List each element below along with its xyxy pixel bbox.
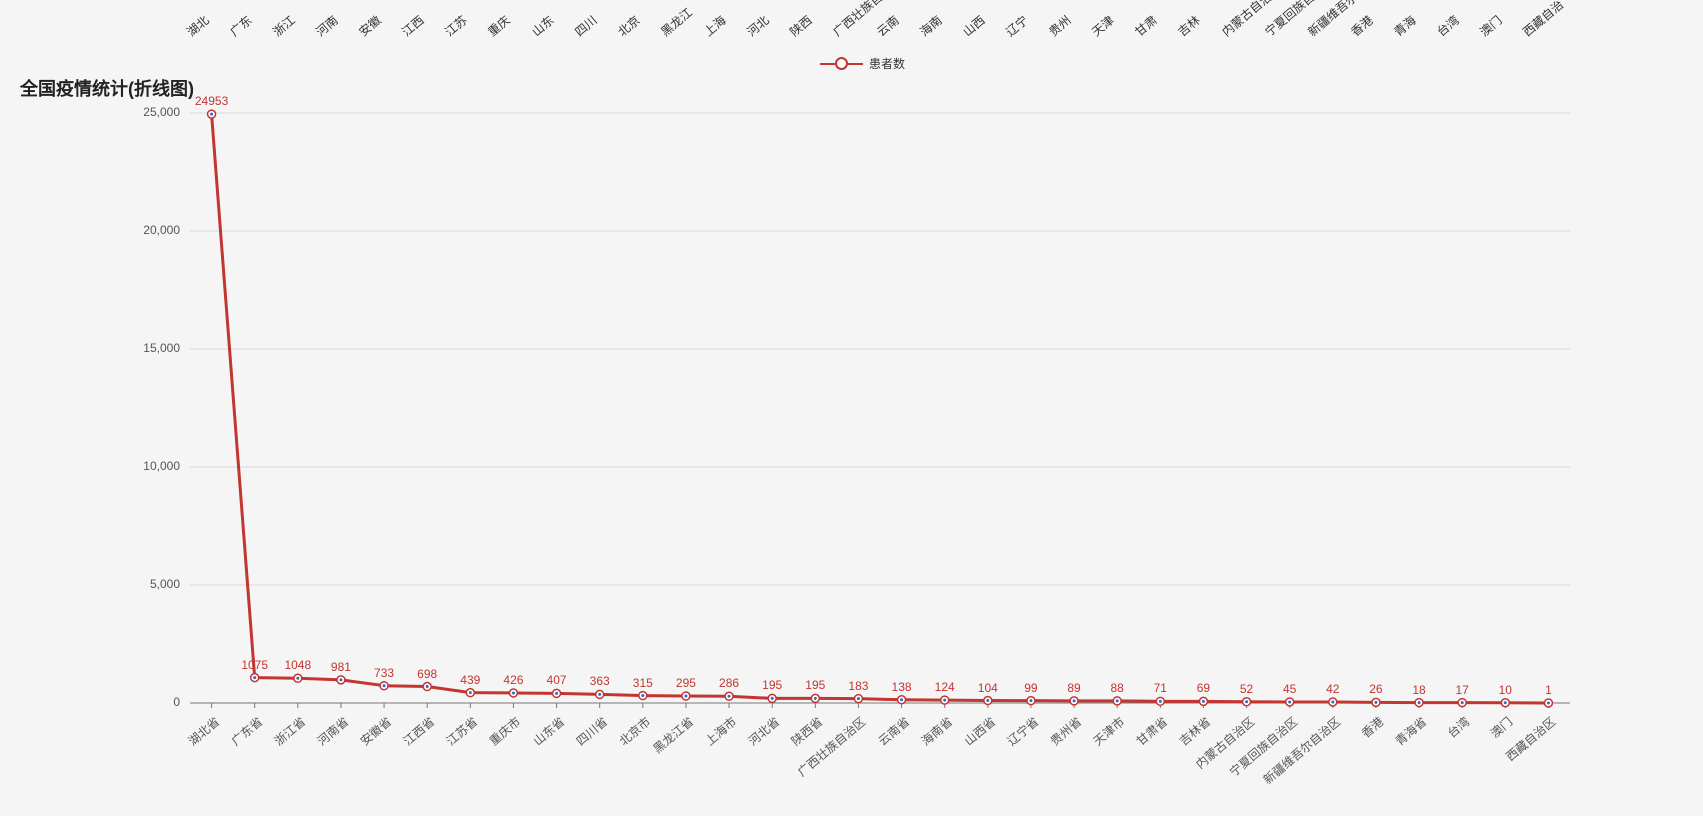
line-chart-svg [0, 0, 1703, 816]
y-tick-label: 25,000 [0, 105, 180, 119]
data-point-label: 981 [331, 660, 351, 674]
y-tick-label: 0 [0, 695, 180, 709]
y-tick-label: 20,000 [0, 223, 180, 237]
data-point-label: 407 [547, 673, 567, 687]
data-point-label: 183 [848, 679, 868, 693]
data-point-label: 439 [460, 673, 480, 687]
data-point-label: 195 [762, 678, 782, 692]
data-point-label: 426 [503, 673, 523, 687]
data-point-label: 17 [1456, 683, 1469, 697]
data-point-label: 42 [1326, 682, 1339, 696]
data-point-label: 698 [417, 667, 437, 681]
data-point-label: 195 [805, 678, 825, 692]
page-root: 湖北广东浙江河南安徽江西江苏重庆山东四川北京黑龙江上海河北陕西广西壮族自治云南海… [0, 0, 1703, 816]
data-point-label: 104 [978, 681, 998, 695]
data-point-label: 89 [1067, 681, 1080, 695]
data-point-label: 45 [1283, 682, 1296, 696]
data-point-label: 1075 [241, 658, 268, 672]
data-point-label: 88 [1111, 681, 1124, 695]
data-point-label: 733 [374, 666, 394, 680]
data-point-label: 1048 [284, 658, 311, 672]
y-tick-label: 15,000 [0, 341, 180, 355]
data-point-label: 1 [1545, 683, 1552, 697]
data-point-label: 26 [1369, 682, 1382, 696]
y-tick-label: 5,000 [0, 577, 180, 591]
data-point-label: 10 [1499, 683, 1512, 697]
data-point-label: 18 [1412, 683, 1425, 697]
data-point-label: 52 [1240, 682, 1253, 696]
y-tick-label: 10,000 [0, 459, 180, 473]
data-point-label: 124 [935, 680, 955, 694]
data-point-label: 363 [590, 674, 610, 688]
data-point-label: 315 [633, 676, 653, 690]
data-point-label: 99 [1024, 681, 1037, 695]
data-point-label: 71 [1154, 681, 1167, 695]
series-line [212, 114, 1549, 703]
data-point-label: 295 [676, 676, 696, 690]
data-point-label: 24953 [195, 94, 228, 108]
data-point-label: 138 [892, 680, 912, 694]
data-point-label: 286 [719, 676, 739, 690]
data-point-label: 69 [1197, 681, 1210, 695]
